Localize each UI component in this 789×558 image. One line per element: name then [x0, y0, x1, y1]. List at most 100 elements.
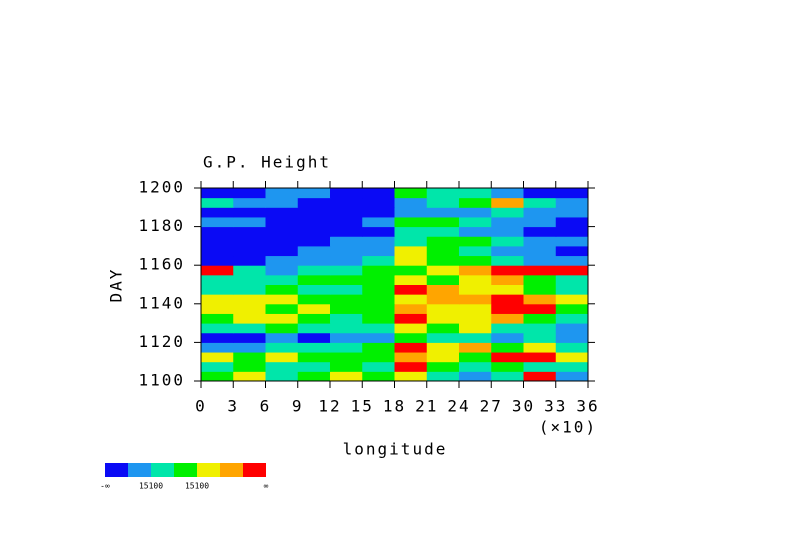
heat-cell: [426, 323, 460, 334]
heat-cell: [426, 207, 460, 218]
heat-cell: [555, 313, 589, 324]
heat-cell: [362, 255, 395, 266]
heat-cell: [330, 226, 363, 237]
heat-cell: [426, 332, 460, 343]
heat-cell: [523, 255, 557, 266]
heat-cell: [523, 332, 557, 343]
x-tick-label: 18: [383, 397, 406, 416]
colorbar-box: [151, 463, 174, 477]
heat-cell: [297, 255, 331, 266]
heat-cell: [426, 197, 460, 208]
heat-cell: [330, 361, 363, 372]
heat-cell: [555, 294, 589, 305]
heat-cell: [523, 226, 557, 237]
heat-cell: [330, 274, 363, 285]
heat-cell: [394, 371, 428, 382]
heat-cell: [394, 207, 428, 218]
heat-cell: [362, 245, 395, 257]
heat-cell: [523, 323, 557, 334]
heat-cell: [555, 332, 589, 343]
heat-cell: [233, 313, 266, 324]
y-tick-label: 1160: [138, 255, 185, 274]
heat-cell: [233, 226, 266, 237]
heat-cell: [265, 245, 299, 257]
heat-cell: [459, 245, 492, 257]
heat-cell: [201, 323, 234, 334]
heat-cell: [362, 197, 395, 208]
heat-cell: [491, 284, 524, 295]
heat-cell: [555, 245, 589, 257]
heat-cell: [394, 361, 428, 372]
heat-cell: [362, 323, 395, 334]
heat-cell: [362, 265, 395, 276]
heat-cell: [426, 274, 460, 285]
heat-cell: [330, 332, 363, 343]
heat-cell: [265, 188, 299, 199]
heat-cell: [330, 255, 363, 266]
heat-cell: [555, 371, 589, 382]
heat-cell: [394, 236, 428, 247]
heat-cell: [297, 313, 331, 324]
heat-cell: [265, 207, 299, 218]
colorbar-box: [105, 463, 128, 477]
heat-cell: [523, 313, 557, 324]
heat-cell: [555, 303, 589, 314]
heat-cell: [201, 216, 234, 228]
heat-cell: [394, 284, 428, 295]
heat-cell: [394, 255, 428, 266]
heat-cell: [523, 352, 557, 363]
heat-cell: [330, 342, 363, 353]
heat-cell: [394, 216, 428, 228]
heat-cell: [459, 303, 492, 314]
heat-cell: [459, 332, 492, 343]
heat-cell: [523, 236, 557, 247]
heat-cell: [394, 226, 428, 237]
colorbar-label: 15100: [185, 482, 209, 491]
heat-cell: [491, 303, 524, 314]
heat-cell: [459, 361, 492, 372]
heat-cell: [523, 197, 557, 208]
heat-cell: [459, 236, 492, 247]
y-tick-label: 1140: [138, 293, 185, 312]
heat-cell: [426, 342, 460, 353]
heat-cell: [297, 361, 331, 372]
heat-cell: [265, 303, 299, 314]
heat-cell: [491, 323, 524, 334]
heat-cell: [265, 255, 299, 266]
heat-cell: [459, 284, 492, 295]
heat-cell: [523, 207, 557, 218]
heat-cell: [297, 188, 331, 199]
colorbar-box: [174, 463, 197, 477]
x-tick-label: 24: [447, 397, 470, 416]
heat-cell: [297, 371, 331, 382]
heat-cell: [555, 361, 589, 372]
x-tick-label: 27: [480, 397, 503, 416]
heat-cell: [555, 197, 589, 208]
heat-cell: [459, 226, 492, 237]
heat-cell: [330, 371, 363, 382]
heat-cell: [523, 188, 557, 199]
heat-cell: [426, 303, 460, 314]
heat-cell: [555, 274, 589, 285]
heat-cell: [265, 274, 299, 285]
heat-cell: [233, 342, 266, 353]
heat-cell: [297, 207, 331, 218]
heat-cell: [201, 371, 234, 382]
heat-cell: [555, 323, 589, 334]
y-tick-label: 1100: [138, 371, 185, 390]
y-tick-label: 1200: [138, 178, 185, 197]
heat-cell: [491, 236, 524, 247]
heat-cell: [265, 294, 299, 305]
heat-cell: [491, 245, 524, 257]
heat-cell: [233, 216, 266, 228]
heat-cell: [362, 361, 395, 372]
heat-cell: [233, 294, 266, 305]
heat-cell: [523, 284, 557, 295]
colorbar-box: [128, 463, 151, 477]
heat-cell: [201, 265, 234, 276]
heat-cell: [459, 323, 492, 334]
heat-cell: [459, 207, 492, 218]
heat-cell: [265, 323, 299, 334]
heat-cell: [426, 371, 460, 382]
heat-cell: [362, 226, 395, 237]
